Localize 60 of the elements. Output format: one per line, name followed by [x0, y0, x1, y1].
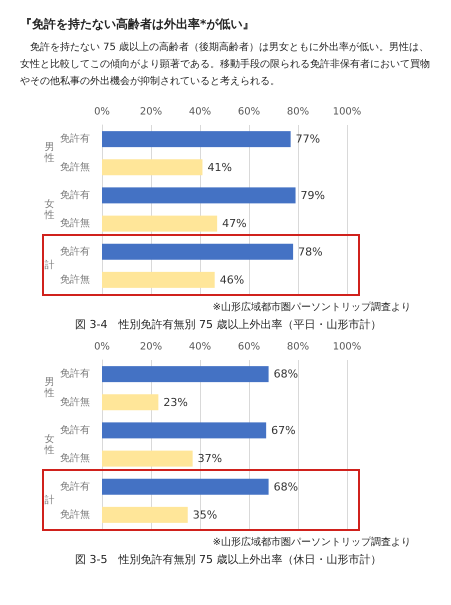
text: 『免許を持たない高齢者は外出率*が低い』: [20, 16, 256, 33]
data-label: 67%: [271, 424, 296, 437]
bar: [102, 506, 188, 523]
bar: [102, 131, 291, 148]
bar: [102, 422, 266, 438]
x-tick-label: 20%: [140, 342, 162, 352]
x-tick-label: 80%: [286, 342, 310, 352]
data-label: 37%: [198, 452, 222, 466]
x-tick-label: 60%: [238, 342, 260, 352]
bar: [102, 366, 269, 382]
x-tick-label: 80%: [286, 106, 310, 118]
data-label: 23%: [163, 396, 188, 409]
text: 男性: [44, 377, 55, 400]
text: 計: [44, 495, 55, 506]
y-tick-label: 免許無: [60, 452, 90, 464]
bar: [102, 450, 193, 467]
y-tick-label: 免許有: [60, 424, 90, 436]
text: ※山形広域都市圏パーソントリップ調査より: [212, 536, 411, 549]
text: ※山形広域都市圏パーソントリップ調査より: [212, 300, 411, 314]
text: 図 3-4 性別免許有無別 75 歳以上外出率（平日・山形市計）: [75, 317, 382, 332]
x-tick-label: 60%: [238, 106, 260, 118]
data-label: 41%: [207, 160, 232, 174]
x-tick-label: 40%: [188, 106, 212, 118]
data-label: 68%: [274, 480, 298, 494]
data-label: 79%: [300, 188, 326, 202]
data-label: 68%: [274, 368, 298, 381]
bar: [102, 272, 215, 288]
data-label: 46%: [220, 273, 244, 286]
y-tick-label: 免許有: [60, 132, 90, 145]
y-tick-label: 免許無: [60, 217, 90, 230]
x-tick-label: 100%: [332, 106, 362, 118]
x-tick-label: 40%: [188, 342, 212, 352]
y-tick-label: 免許有: [60, 245, 90, 258]
x-tick-label: 0%: [94, 342, 110, 352]
text: 女性: [44, 198, 55, 220]
y-tick-label: 免許無: [60, 508, 90, 520]
y-tick-label: 免許有: [60, 480, 90, 492]
x-tick-label: 20%: [140, 106, 162, 118]
text: 図 3-5 性別免許有無別 75 歳以上外出率（休日・山形市計）: [75, 552, 382, 567]
data-label: 35%: [192, 508, 218, 522]
y-tick-label: 免許無: [60, 273, 90, 286]
bar: [102, 244, 294, 260]
data-label: 77%: [296, 132, 320, 146]
x-tick-label: 100%: [332, 342, 362, 352]
bar: [102, 478, 269, 495]
x-tick-label: 0%: [94, 106, 110, 118]
bar: [102, 159, 202, 176]
y-tick-label: 免許有: [60, 188, 90, 201]
bar: [102, 216, 218, 232]
data-label: 78%: [298, 245, 323, 258]
bar: [102, 187, 296, 204]
data-label: 47%: [222, 217, 247, 230]
text: 男性: [44, 142, 55, 164]
y-tick-label: 免許無: [60, 396, 90, 408]
y-tick-label: 免許無: [60, 160, 90, 173]
text: 計: [44, 260, 55, 272]
text: 女性: [44, 434, 55, 456]
y-tick-label: 免許有: [60, 368, 90, 380]
text: 免許を持たない 75 歳以上の高齢者（後期高齢者）は男女ともに外出率が低い。男性は、女性と比較してこの傾向がより顕著である。移動手段の限られる免許非保有者において買物やその他私事の外出機会が抑制されていると考えられる。: [20, 40, 431, 89]
bar: [102, 394, 158, 410]
